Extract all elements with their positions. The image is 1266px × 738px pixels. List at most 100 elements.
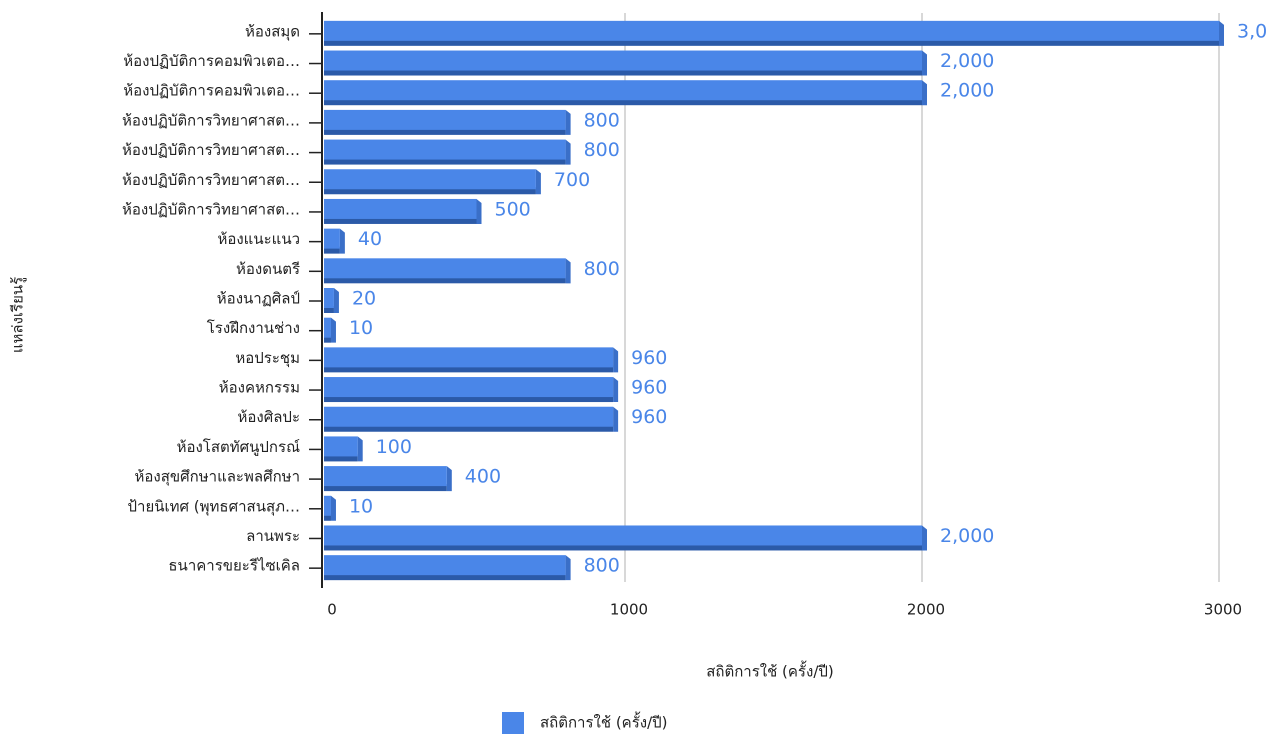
bar-shade [324,306,334,313]
bar-side [565,258,571,284]
bar [324,50,922,71]
bar [324,555,566,576]
bar-side [357,436,363,462]
x-tick-label: 0 [327,601,337,619]
bar-side [535,169,541,195]
bar [324,258,566,279]
bar [324,377,614,398]
y-tick-label: ป้ายนิเทศ (พุทธศาสนสุภ… [128,497,300,516]
bar-shade [324,395,614,403]
bar [324,228,340,249]
bar [324,317,331,338]
y-tick-label: ห้องศิลปะ [237,408,300,426]
bar-side [565,139,571,165]
bar-shade [324,127,566,135]
bar [324,436,358,457]
bar-shade [324,543,922,551]
y-tick-label: ห้องปฏิบัติการวิทยาศาสต… [122,141,300,159]
bar-side [922,80,927,106]
y-tick-label: ห้องปฏิบัติการคอมพิวเตอ… [123,52,300,70]
bar-shade [324,454,358,462]
bar-side [613,347,619,373]
bar [324,109,566,130]
value-label: 40 [358,228,382,250]
y-tick-label: ห้องปฏิบัติการคอมพิวเตอ… [123,82,300,100]
bar-side [565,555,571,581]
bar-side [922,50,927,76]
bar [324,139,566,160]
value-label: 960 [631,377,667,399]
y-tick-label: ห้องปฏิบัติการวิทยาศาสต… [122,171,300,189]
bar [324,198,477,219]
bar [324,347,614,368]
bar [324,169,536,190]
y-tick-label: ห้องปฏิบัติการวิทยาศาสต… [122,200,300,218]
value-label: 800 [584,139,620,161]
x-axis-title: สถิติการใช้ (ครั้ง/ปี) [706,661,834,681]
y-tick-label: ห้องโสตทัศนูปกรณ์ [177,438,300,456]
bar-side [339,228,345,254]
bar-side [613,406,619,432]
bar-shade [324,216,477,224]
bar-shade [324,157,566,165]
y-tick-label: ห้องนาฏศิลป์ [217,290,300,308]
value-label: 3,000 [1237,20,1266,42]
bar [324,466,447,487]
bar [324,288,334,308]
bar-side [446,466,452,492]
value-label: 700 [554,169,590,191]
bar-shade [324,484,447,492]
bar [324,525,922,546]
bar [324,495,331,516]
value-label: 400 [465,466,501,488]
bar-shade [324,98,922,106]
value-label: 800 [584,109,620,131]
legend-swatch [502,712,524,734]
value-label: 2,000 [940,525,994,547]
bar-side [613,377,619,403]
bar-side [565,109,571,135]
value-label: 960 [631,347,667,369]
bar-shade [324,38,1219,46]
value-label: 800 [584,555,620,577]
bar-side [330,317,336,343]
y-tick-label: ห้องแนะแนว [217,230,300,248]
bar-side [1219,20,1224,46]
y-tick-label: ธนาคารขยะรีไซเคิล [168,557,300,575]
y-tick-label: หอประชุม [235,349,300,368]
value-label: 10 [349,317,373,339]
bar-shade [324,365,614,373]
bar-side [330,495,336,521]
y-tick-label: ห้องดนตรี [236,260,300,278]
bar-side [333,288,339,313]
value-label: 2,000 [940,50,994,72]
bar [324,80,922,101]
y-tick-label: ห้องปฏิบัติการวิทยาศาสต… [122,111,300,129]
value-label: 500 [495,198,531,220]
bar-shade [324,68,922,76]
bar [324,20,1219,41]
y-tick-label: ลานพระ [246,527,300,545]
bar-shade [324,335,331,343]
value-label: 100 [376,436,412,458]
value-label: 960 [631,406,667,428]
y-tick-label: ห้องสมุด [245,22,300,41]
legend-label: สถิติการใช้ (ครั้ง/ปี) [540,712,668,732]
y-tick-label: โรงฝึกงานช่าง [207,319,300,337]
bar-shade [324,276,566,284]
x-tick-label: 1000 [610,601,648,619]
y-tick-label: ห้องคหกรรม [219,379,300,397]
x-tick-label: 2000 [907,601,945,619]
value-label: 2,000 [940,80,994,102]
y-tick-label: ห้องสุขศึกษาและพลศึกษา [135,468,300,487]
value-label: 20 [352,288,376,310]
y-axis-title: แหล่งเรียนรู้ [9,277,27,353]
bar-shade [324,573,566,581]
bar-shade [324,513,331,521]
value-label: 800 [584,258,620,280]
x-tick-label: 3000 [1204,601,1242,619]
bar-side [476,198,482,224]
bar-shade [324,246,340,254]
bar-shade [324,424,614,432]
